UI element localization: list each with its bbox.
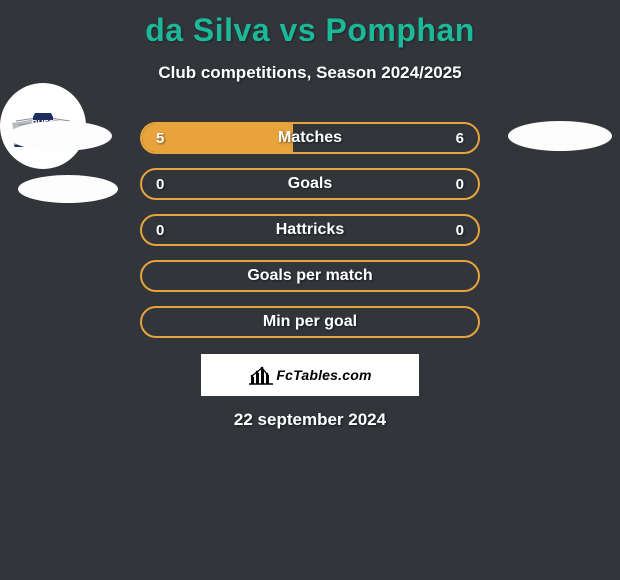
stat-value-right: 6 bbox=[456, 130, 464, 147]
stat-row: 0 Goals 0 bbox=[140, 168, 480, 200]
page-subtitle: Club competitions, Season 2024/2025 bbox=[0, 63, 620, 83]
stat-label: Hattricks bbox=[276, 221, 344, 239]
stat-value-right: 0 bbox=[456, 222, 464, 239]
team-left-badge-1 bbox=[8, 121, 112, 151]
stat-value-right: 0 bbox=[456, 176, 464, 193]
stat-row: Min per goal bbox=[140, 306, 480, 338]
bars-icon bbox=[248, 365, 274, 385]
footer-brand-box: FcTables.com bbox=[201, 354, 419, 396]
stat-value-left: 0 bbox=[156, 176, 164, 193]
stat-row: Goals per match bbox=[140, 260, 480, 292]
team-right-badge-1 bbox=[508, 121, 612, 151]
stat-label: Goals per match bbox=[247, 267, 372, 285]
date-text: 22 september 2024 bbox=[0, 410, 620, 430]
stat-label: Min per goal bbox=[263, 313, 357, 331]
stat-row: 5 Matches 6 bbox=[140, 122, 480, 154]
stat-row: 0 Hattricks 0 bbox=[140, 214, 480, 246]
stat-value-left: 0 bbox=[156, 222, 164, 239]
stat-row-fill bbox=[142, 124, 293, 152]
stat-label: Matches bbox=[278, 129, 342, 147]
page-title: da Silva vs Pomphan bbox=[0, 0, 620, 49]
team-left-badge-2 bbox=[18, 175, 118, 203]
stat-rows: 5 Matches 6 0 Goals 0 0 Hattricks 0 Goals per mat… bbox=[140, 122, 480, 338]
footer-brand-text: FcTables.com bbox=[276, 367, 371, 383]
stat-value-left: 5 bbox=[156, 130, 164, 147]
stat-label: Goals bbox=[288, 175, 332, 193]
